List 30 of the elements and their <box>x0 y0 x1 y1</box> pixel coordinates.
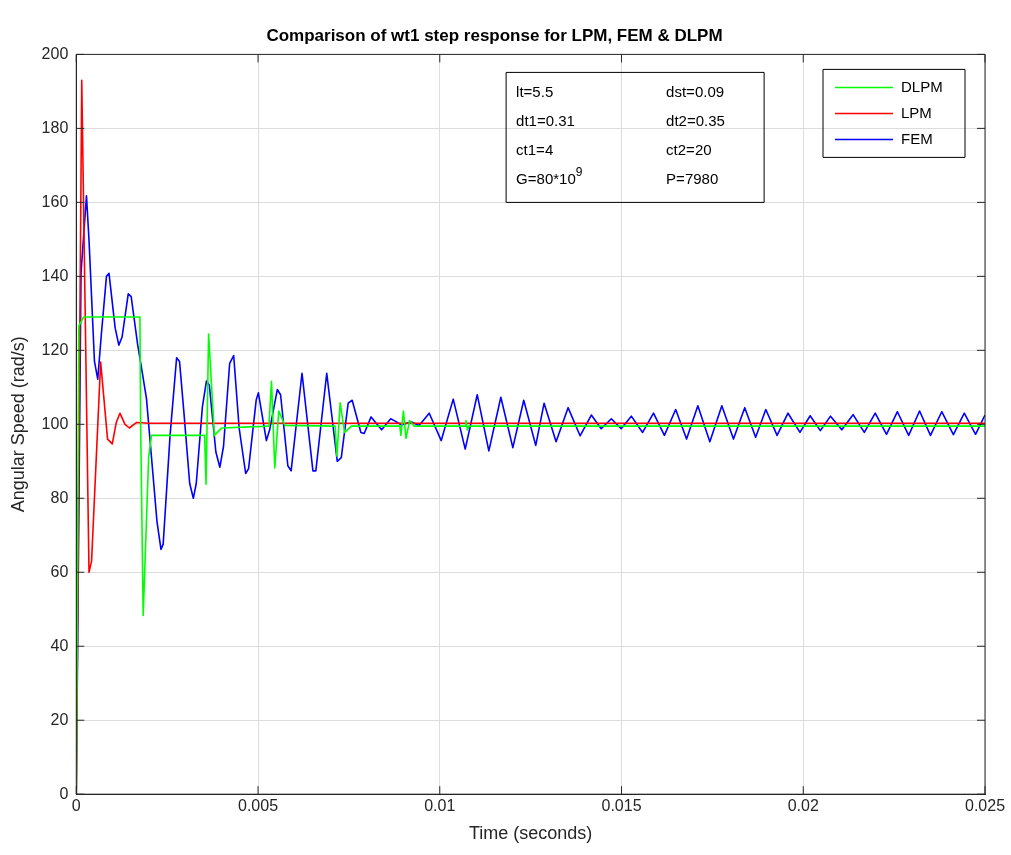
x-tick-label: 0.02 <box>787 797 819 815</box>
y-tick-label: 180 <box>41 118 69 136</box>
annotation: lt=5.5 <box>516 82 554 100</box>
x-tick-label: 0 <box>71 797 81 815</box>
annotation: dst=0.09 <box>666 82 725 100</box>
annotation: dt2=0.35 <box>666 111 725 129</box>
y-tick-label: 100 <box>41 414 69 432</box>
legend-label: FEM <box>901 129 933 147</box>
x-axis-title: Time (seconds) <box>468 823 593 844</box>
y-tick-label: 80 <box>50 488 69 506</box>
annotation: ct2=20 <box>666 140 712 158</box>
annotation: ct1=4 <box>516 140 554 158</box>
x-tick-label: 0.015 <box>601 797 642 815</box>
y-tick-label: 60 <box>50 562 69 580</box>
y-tick-label: 140 <box>41 266 69 284</box>
y-tick-label: 120 <box>41 340 69 358</box>
legend-label: DLPM <box>901 77 943 95</box>
y-tick-label: 20 <box>50 710 69 728</box>
y-tick-label: 160 <box>41 192 69 210</box>
x-tick-label: 0.005 <box>238 797 279 815</box>
chart-title: Comparison of wt1 step response for LPM, FEM & DLPM <box>266 25 723 45</box>
y-tick-label: 200 <box>41 44 69 62</box>
legend-label: LPM <box>901 103 932 121</box>
annotation: dt1=0.31 <box>516 111 575 129</box>
y-tick-label: 0 <box>59 784 69 802</box>
x-tick-label: 0.01 <box>424 797 456 815</box>
x-tick-label: 0.025 <box>964 797 1006 815</box>
annotation: P=7980 <box>666 169 719 187</box>
y-tick-label: 40 <box>50 636 69 654</box>
y-axis-title: Angular Speed (rad/s) <box>7 336 28 513</box>
